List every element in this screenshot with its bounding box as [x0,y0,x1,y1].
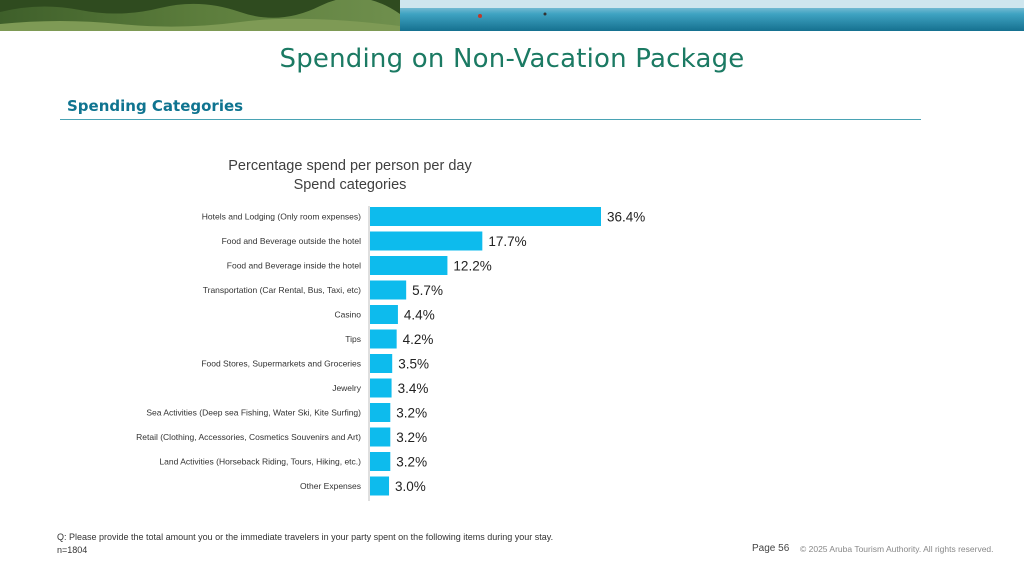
bar [370,329,397,349]
section-divider [60,119,921,120]
bar [370,280,407,300]
bar [370,207,601,226]
value-label: 3.2% [396,430,427,445]
sample-size: n=1804 [57,545,88,555]
category-label: Retail (Clothing, Accessories, Cosmetics… [136,432,361,442]
category-label: Land Activities (Horseback Riding, Tours… [159,457,361,467]
page-title: Spending on Non-Vacation Package [279,44,745,74]
bar [370,354,393,373]
value-label: 3.2% [396,455,427,470]
value-label: 4.2% [403,332,434,347]
value-label: 3.2% [396,406,427,421]
value-label: 4.4% [404,308,435,323]
value-label: 12.2% [453,259,491,274]
category-label: Transportation (Car Rental, Bus, Taxi, e… [203,285,361,295]
header-banner-photo [0,0,1024,31]
bar [370,378,392,398]
bar [370,305,398,324]
chart-subtitle: Spend categories [293,177,407,193]
value-label: 3.5% [398,357,429,372]
value-label: 5.7% [412,283,443,298]
category-label: Other Expenses [300,481,361,491]
copyright-notice: © 2025 Aruba Tourism Authority. All righ… [800,544,994,554]
category-label: Tips [345,334,361,344]
category-label: Jewelry [332,383,362,393]
value-label: 3.0% [395,479,426,494]
bar [370,403,391,422]
category-label: Sea Activities (Deep sea Fishing, Water … [146,408,361,418]
category-label: Food Stores, Supermarkets and Groceries [201,359,361,369]
page-number: Page 56 [752,543,790,554]
value-label: 36.4% [607,210,645,225]
bar [370,256,448,275]
bar [370,427,391,447]
section-title: Spending Categories [67,97,244,115]
value-label: 17.7% [488,234,526,249]
bar [370,476,390,496]
bar [370,231,483,251]
chart-title: Percentage spend per person per day [228,158,472,174]
category-label: Food and Beverage outside the hotel [222,236,362,246]
category-label: Casino [335,310,362,320]
value-label: 3.4% [398,381,429,396]
category-label: Hotels and Lodging (Only room expenses) [202,212,361,222]
bar [370,452,391,471]
category-label: Food and Beverage inside the hotel [227,261,361,271]
question-footnote: Q: Please provide the total amount you o… [57,532,554,542]
